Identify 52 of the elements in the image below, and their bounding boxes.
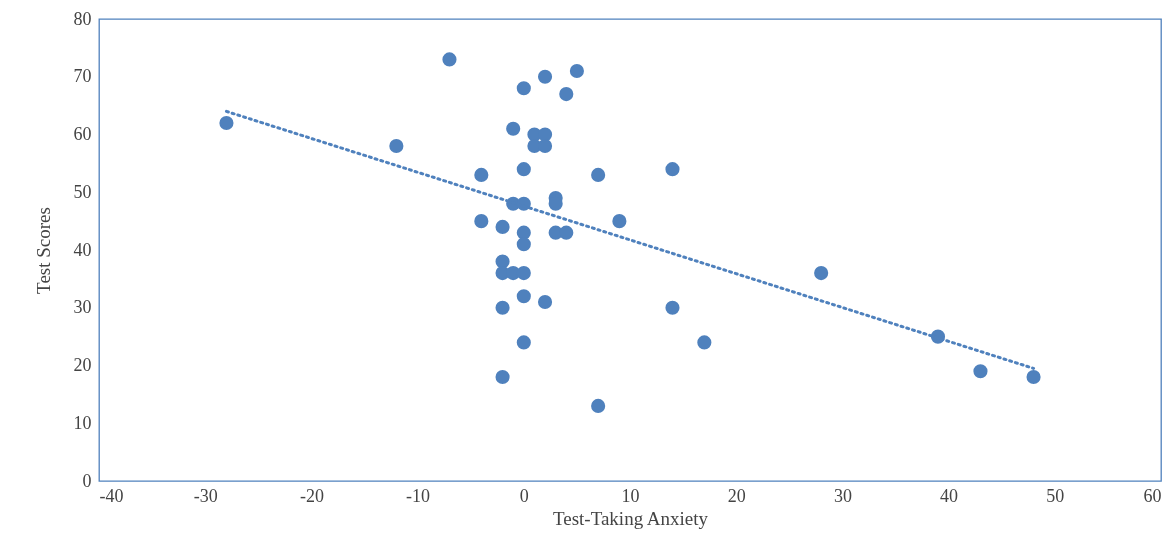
point — [495, 300, 510, 315]
x-tick-label: -10 — [406, 485, 431, 506]
x-axis-title: Test-Taking Anxiety — [552, 507, 709, 529]
y-tick-label: 80 — [73, 8, 92, 29]
point — [516, 162, 531, 177]
point — [516, 335, 531, 350]
point — [537, 69, 553, 84]
point — [1026, 369, 1041, 385]
point — [537, 138, 553, 154]
x-tick-label: -20 — [299, 485, 324, 506]
y-tick-label: 40 — [73, 239, 92, 260]
point — [516, 289, 531, 304]
y-tick-label: 0 — [82, 470, 92, 491]
x-tick-label: 20 — [727, 485, 746, 506]
x-tick-label: -30 — [193, 485, 218, 506]
x-tick-label: 30 — [833, 485, 852, 506]
x-tick-label: 50 — [1046, 485, 1065, 506]
point — [612, 214, 627, 229]
point — [516, 266, 531, 281]
point — [219, 115, 234, 131]
point — [591, 167, 606, 182]
point — [495, 219, 510, 234]
x-tick-label: -40 — [99, 485, 124, 506]
point — [516, 81, 531, 96]
point — [559, 87, 574, 102]
y-tick-label: 10 — [73, 412, 92, 433]
point — [474, 214, 489, 229]
point — [559, 225, 574, 240]
point — [516, 237, 531, 252]
x-tick-label: 10 — [621, 485, 640, 506]
point — [474, 167, 489, 182]
point — [537, 294, 553, 310]
y-tick-label: 30 — [73, 297, 92, 318]
point — [495, 369, 510, 385]
x-tick-label: 40 — [940, 485, 959, 506]
point — [569, 63, 584, 79]
point — [389, 138, 404, 154]
point — [665, 162, 680, 177]
point — [442, 52, 457, 67]
y-tick-label: 50 — [73, 181, 92, 202]
point — [665, 300, 680, 315]
point — [591, 398, 606, 413]
y-tick-label: 60 — [73, 124, 92, 144]
point — [973, 364, 988, 379]
point — [506, 121, 521, 136]
y-tick-label: 20 — [73, 355, 92, 375]
point — [697, 335, 712, 350]
x-tick-label: 0 — [519, 485, 529, 506]
point — [814, 266, 829, 281]
y-axis-title: Test Scores — [32, 207, 54, 294]
x-tick-label: 60 — [1143, 485, 1162, 506]
y-tick-label: 70 — [73, 66, 92, 87]
